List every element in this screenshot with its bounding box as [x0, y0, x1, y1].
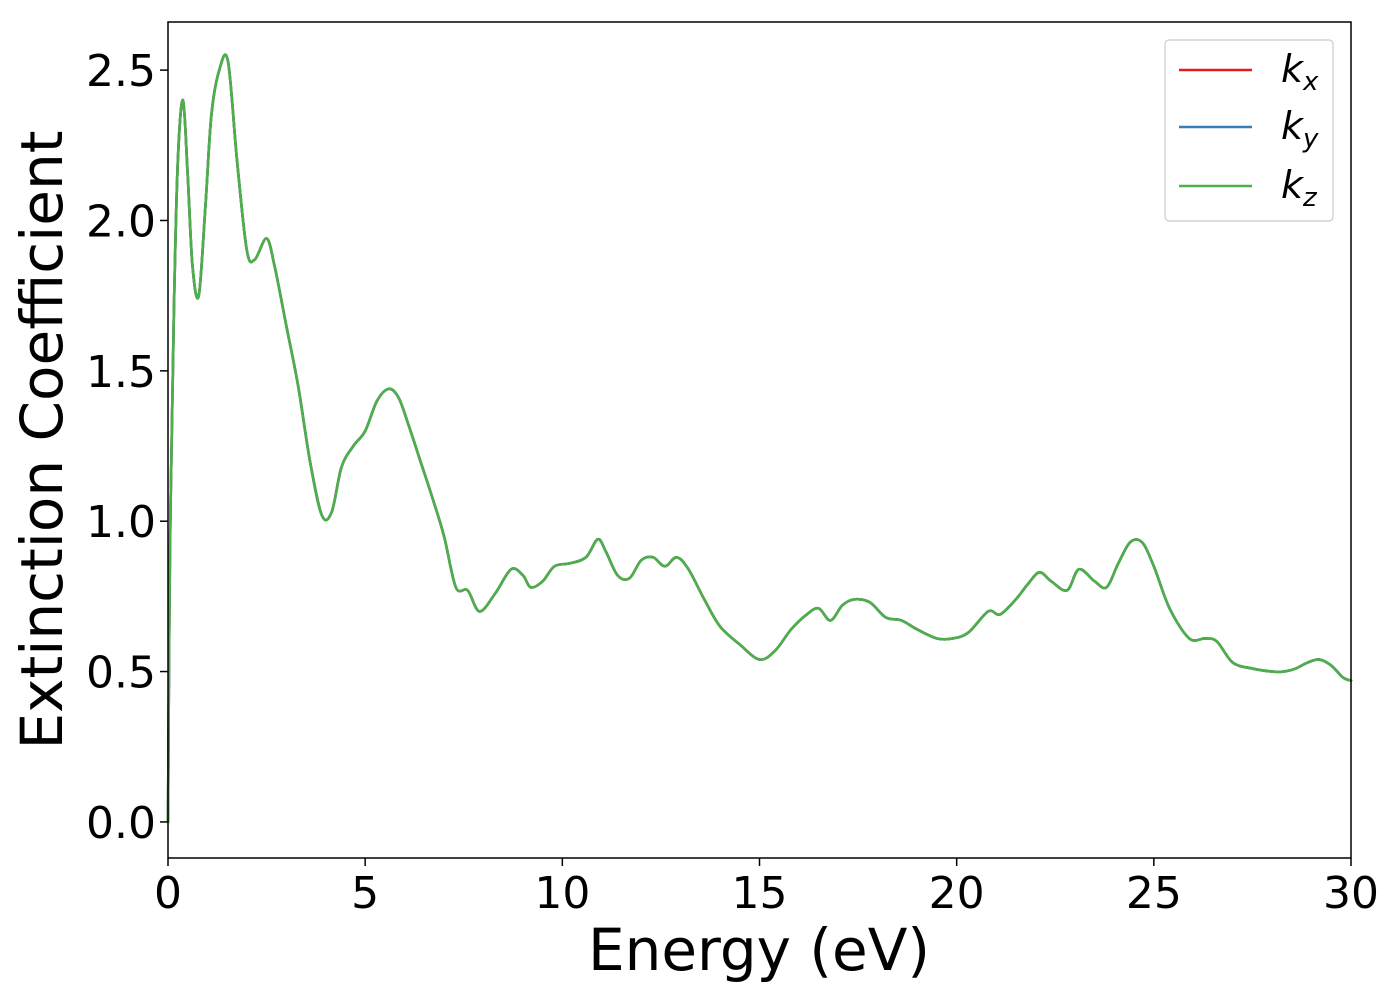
series-line-k-z	[166, 53, 1353, 824]
x-tick-label: 15	[732, 868, 788, 919]
legend-label-k-y: ky	[1281, 104, 1319, 154]
y-tick-label: 1.5	[86, 347, 156, 398]
y-tick-label: 0.0	[86, 798, 156, 849]
y-tick-label: 2.5	[86, 46, 156, 97]
x-tick-label: 10	[534, 868, 590, 919]
legend-box	[1164, 39, 1334, 222]
y-tick-label: 0.5	[86, 648, 156, 699]
x-tick-label: 30	[1323, 868, 1379, 919]
x-axis-label: Energy (eV)	[588, 916, 930, 984]
series-layer	[166, 53, 1353, 824]
legend-label-k-x: kx	[1281, 47, 1319, 97]
y-tick-label: 2.0	[86, 196, 156, 247]
legend-entries: kx ky kz	[1179, 47, 1319, 213]
x-tick-label: 25	[1126, 868, 1182, 919]
x-tick-label: 20	[929, 868, 985, 919]
legend: kx ky kz	[1164, 39, 1334, 222]
legend-label-k-z: kz	[1281, 163, 1318, 213]
x-axis-ticks: 0 5 10 15 20 25 30	[154, 858, 1379, 919]
y-tick-label: 1.0	[86, 497, 156, 548]
x-tick-label: 5	[351, 868, 379, 919]
x-tick-label: 0	[154, 868, 182, 919]
y-axis-label: Extinction Coefficient	[8, 131, 76, 750]
y-axis-ticks: 0.0 0.5 1.0 1.5 2.0 2.5	[86, 46, 168, 849]
